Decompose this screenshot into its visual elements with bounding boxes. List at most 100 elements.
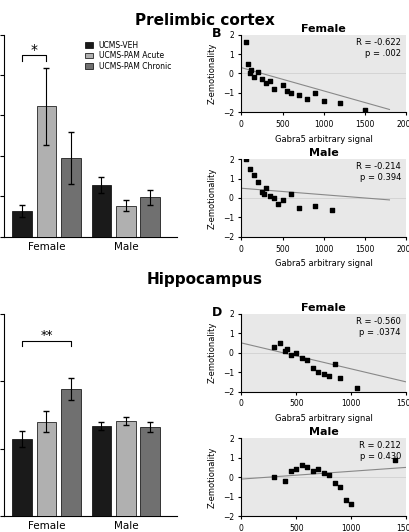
Bar [36, 106, 56, 237]
Text: R = -0.622: R = -0.622 [355, 38, 400, 47]
Point [287, 190, 293, 198]
Point [270, 85, 277, 93]
Y-axis label: Z-emotionality: Z-emotionality [208, 322, 216, 384]
Point [261, 190, 267, 198]
Point [325, 471, 332, 479]
Point [274, 200, 281, 208]
Point [242, 155, 248, 163]
Point [262, 79, 269, 87]
X-axis label: Gabra5 arbitrary signal: Gabra5 arbitrary signal [274, 414, 372, 423]
Text: p = 0.394: p = 0.394 [359, 173, 400, 182]
Bar [91, 185, 111, 237]
Point [246, 69, 252, 78]
Text: R = 0.212: R = 0.212 [358, 442, 400, 451]
Point [279, 196, 285, 204]
Point [295, 203, 301, 212]
Point [353, 384, 359, 392]
Point [254, 178, 261, 187]
Point [258, 75, 265, 84]
Point [283, 345, 290, 353]
Point [330, 360, 337, 369]
Point [336, 98, 343, 107]
Point [292, 465, 299, 473]
Point [298, 461, 304, 470]
Point [336, 483, 343, 491]
Point [250, 73, 256, 81]
Point [254, 67, 261, 76]
Text: *: * [31, 43, 38, 57]
Text: R = -0.560: R = -0.560 [355, 317, 400, 326]
Point [287, 467, 293, 476]
Point [281, 477, 288, 485]
Point [247, 65, 254, 74]
Text: D: D [211, 306, 222, 319]
Title: Male: Male [308, 427, 338, 437]
Point [311, 202, 318, 210]
Text: **: ** [40, 329, 53, 342]
Point [303, 463, 310, 472]
Point [325, 372, 332, 380]
Bar [116, 421, 135, 516]
Bar [61, 389, 81, 516]
Bar [12, 439, 32, 516]
Point [347, 500, 353, 509]
Point [270, 473, 277, 481]
Point [311, 89, 318, 97]
Point [292, 348, 299, 357]
Point [319, 96, 326, 105]
Point [342, 496, 348, 505]
Point [283, 87, 289, 95]
Bar [140, 427, 160, 516]
Point [262, 184, 269, 193]
Point [287, 89, 293, 97]
Text: Hippocampus: Hippocampus [147, 272, 262, 287]
Text: B: B [211, 27, 221, 40]
Text: p = 0.430: p = 0.430 [359, 452, 400, 461]
Point [391, 455, 397, 464]
Point [319, 370, 326, 378]
Point [287, 351, 293, 359]
Point [336, 373, 343, 382]
Point [330, 479, 337, 487]
Point [314, 465, 321, 473]
Point [298, 354, 304, 363]
Point [246, 164, 252, 173]
Point [266, 77, 273, 86]
Title: Female: Female [301, 24, 345, 34]
Title: Male: Male [308, 148, 338, 159]
Point [270, 343, 277, 351]
Point [309, 467, 315, 476]
Point [303, 95, 310, 103]
Point [266, 192, 273, 200]
Y-axis label: Z-emotionality: Z-emotionality [208, 167, 216, 229]
Point [270, 194, 277, 202]
Point [258, 188, 265, 196]
Point [295, 90, 301, 99]
Y-axis label: Z-emotionality: Z-emotionality [208, 446, 216, 508]
Text: R = -0.214: R = -0.214 [355, 162, 400, 171]
Point [250, 170, 256, 179]
Text: Prelimbic cortex: Prelimbic cortex [135, 13, 274, 28]
Title: Female: Female [301, 303, 345, 313]
Point [281, 346, 288, 355]
Text: p = .002: p = .002 [364, 48, 400, 57]
X-axis label: Gabra5 arbitrary signal: Gabra5 arbitrary signal [274, 135, 372, 144]
Point [309, 364, 315, 372]
Point [279, 81, 285, 89]
Bar [91, 426, 111, 516]
Bar [61, 158, 81, 237]
Point [242, 38, 248, 47]
Point [361, 106, 367, 115]
Point [319, 469, 326, 478]
Y-axis label: Z-emotionality: Z-emotionality [208, 43, 216, 104]
Legend: UCMS-VEH, UCMS-PAM Acute, UCMS-PAM Chronic: UCMS-VEH, UCMS-PAM Acute, UCMS-PAM Chron… [83, 38, 173, 73]
X-axis label: Gabra5 arbitrary signal: Gabra5 arbitrary signal [274, 259, 372, 268]
Point [276, 339, 282, 347]
Bar [140, 197, 160, 237]
Point [303, 356, 310, 364]
Text: p = .0374: p = .0374 [359, 328, 400, 337]
Bar [116, 205, 135, 237]
Bar [12, 211, 32, 237]
Point [328, 205, 334, 214]
Point [314, 368, 321, 376]
